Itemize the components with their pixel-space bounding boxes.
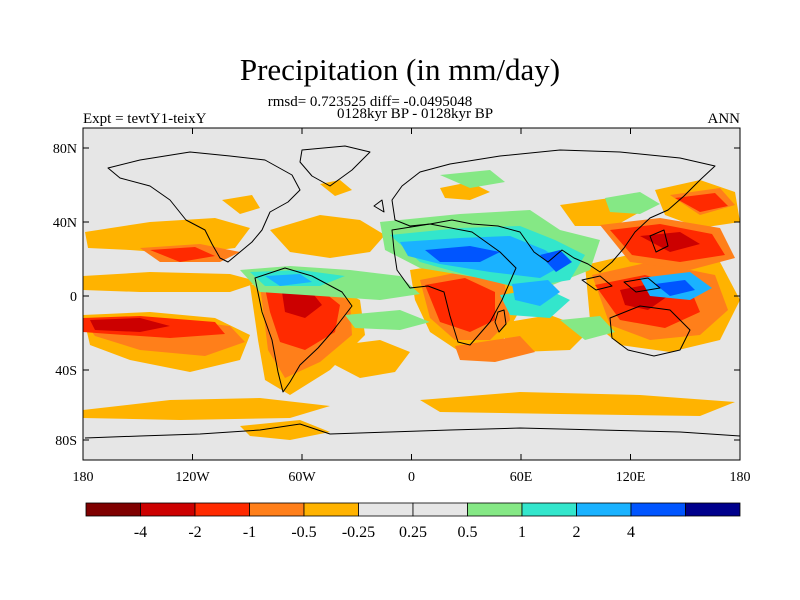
colorbar-label: 1 <box>518 524 526 541</box>
coast-africa <box>391 223 517 346</box>
colorbar-swatch <box>630 502 686 517</box>
colorbar-swatch <box>85 502 141 517</box>
colorbar-label: -1 <box>243 524 256 541</box>
colorbar-swatch <box>685 502 741 517</box>
lon-tick-label: 180 <box>73 470 94 485</box>
colorbar-label: 2 <box>573 524 581 541</box>
anomaly-patch <box>605 192 660 214</box>
longitude-axis: 180 120W 60W 0 60E 120E 180 <box>73 128 751 485</box>
latitude-axis: 80N 40N 0 40S 80S <box>53 142 740 449</box>
anomaly-patch <box>560 316 615 340</box>
map-field <box>83 128 740 460</box>
colorbar-swatch <box>521 502 577 517</box>
colorbar-swatch <box>303 502 359 517</box>
anomaly-patch <box>540 250 572 272</box>
anomaly-patch <box>335 340 410 378</box>
season-label: ANN <box>707 111 741 127</box>
colorbar-swatch <box>249 502 305 517</box>
colorbar-swatch <box>576 502 632 517</box>
anomaly-patch <box>512 280 560 306</box>
anomaly-patch <box>655 280 695 296</box>
lon-tick-label: 120E <box>616 470 646 485</box>
anomaly-patch <box>320 180 352 196</box>
colorbar-label: -0.5 <box>291 524 316 541</box>
lon-tick-label: 60E <box>510 470 533 485</box>
colorbar-label: 0.25 <box>399 524 427 541</box>
anomaly-patch <box>222 195 260 214</box>
coast-eurasia <box>391 149 716 273</box>
colorbar-label: -4 <box>134 524 147 541</box>
anomaly-patch <box>83 272 260 292</box>
coast-antarctica <box>84 423 740 439</box>
coast-south-america <box>254 267 353 393</box>
anomaly-patch <box>240 420 330 440</box>
anomaly-patch <box>425 246 500 262</box>
anomaly-patch <box>440 170 505 188</box>
lat-tick-label: 0 <box>70 290 77 305</box>
anomaly-patch <box>265 274 312 286</box>
colorbar-label: 4 <box>627 524 635 541</box>
anomaly-patch <box>85 218 250 254</box>
colorbar-swatch <box>140 502 196 517</box>
anomaly-patch <box>455 336 535 362</box>
lon-tick-label: 120W <box>175 470 210 485</box>
coast-islands <box>373 199 669 293</box>
anomaly-patch <box>675 193 728 212</box>
coast-madagascar <box>494 309 507 333</box>
period-subtitle: 0128kyr BP - 0128kyr BP <box>336 106 494 122</box>
colorbar-label: -0.25 <box>342 524 375 541</box>
anomaly-patch <box>150 247 215 262</box>
colorbar-swatch <box>412 502 468 517</box>
coast-greenland <box>299 145 371 187</box>
colorbar-swatch <box>467 502 523 517</box>
lat-tick-label: 40N <box>53 216 77 231</box>
colorbar: -4 -2 -1 -0.5 -0.25 0.25 0.5 1 2 4 <box>85 502 741 541</box>
chart-title: Precipitation (in mm/day) <box>239 52 561 87</box>
colorbar-label: 0.5 <box>458 524 478 541</box>
coastlines <box>84 145 740 439</box>
anomaly-patch <box>345 310 430 330</box>
lon-tick-label: 180 <box>730 470 751 485</box>
anomaly-patch <box>420 392 735 416</box>
lat-tick-label: 80S <box>55 434 77 449</box>
stats-subtitle: rmsd= 0.723525 diff= -0.0495048 <box>267 94 473 110</box>
anomaly-patch <box>270 215 385 258</box>
anomaly-patch <box>83 398 330 420</box>
coast-north-america <box>107 151 301 263</box>
coast-australia <box>609 305 691 357</box>
lat-tick-label: 40S <box>55 364 77 379</box>
lat-tick-label: 80N <box>53 142 77 157</box>
anomaly-patch <box>282 290 322 318</box>
experiment-label: Expt = tevtY1-teixY <box>83 111 207 127</box>
colorbar-swatch <box>194 502 250 517</box>
anomaly-patch <box>90 318 170 332</box>
colorbar-label: -2 <box>188 524 201 541</box>
anomaly-patch <box>640 232 700 252</box>
colorbar-swatch <box>358 502 414 517</box>
lon-tick-label: 0 <box>408 470 415 485</box>
lon-tick-label: 60W <box>288 470 316 485</box>
